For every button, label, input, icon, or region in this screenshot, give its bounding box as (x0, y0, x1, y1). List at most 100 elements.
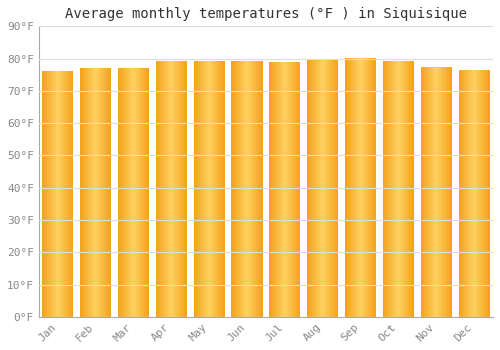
Bar (296, 62, 298, 317)
Bar (335, 58, 336, 317)
Bar (53, 70, 54, 317)
Bar (353, 58, 354, 317)
Bar (389, 62, 390, 317)
Bar (330, 58, 332, 317)
Bar (346, 58, 348, 317)
Bar (448, 67, 450, 317)
Bar (322, 58, 324, 317)
Bar (412, 62, 414, 317)
Bar (236, 61, 238, 317)
Bar (206, 61, 208, 317)
Bar (365, 58, 367, 317)
Bar (410, 62, 411, 317)
Bar (421, 67, 422, 317)
Bar (143, 68, 144, 317)
Bar (345, 58, 346, 317)
Bar (202, 61, 203, 317)
Bar (208, 61, 209, 317)
Bar (384, 62, 386, 317)
Bar (404, 62, 406, 317)
Bar (479, 70, 480, 317)
Bar (354, 58, 356, 317)
Bar (127, 68, 129, 317)
Bar (132, 68, 134, 317)
Bar (121, 68, 122, 317)
Bar (424, 67, 426, 317)
Bar (436, 67, 438, 317)
Bar (464, 70, 465, 317)
Bar (397, 62, 398, 317)
Bar (278, 62, 280, 317)
Bar (370, 58, 372, 317)
Bar (238, 61, 239, 317)
Bar (299, 62, 300, 317)
Bar (220, 61, 222, 317)
Bar (82, 68, 83, 317)
Bar (474, 70, 476, 317)
Bar (195, 61, 196, 317)
Bar (141, 68, 143, 317)
Bar (144, 68, 146, 317)
Bar (182, 61, 184, 317)
Bar (374, 58, 376, 317)
Bar (318, 58, 320, 317)
Bar (441, 67, 442, 317)
Bar (408, 62, 410, 317)
Bar (294, 62, 296, 317)
Bar (135, 68, 136, 317)
Bar (122, 68, 124, 317)
Bar (290, 62, 291, 317)
Bar (212, 61, 214, 317)
Bar (130, 68, 132, 317)
Bar (106, 68, 108, 317)
Bar (176, 61, 178, 317)
Bar (392, 62, 394, 317)
Bar (260, 61, 261, 317)
Bar (329, 58, 330, 317)
Bar (108, 68, 110, 317)
Bar (484, 70, 485, 317)
Bar (465, 70, 466, 317)
Bar (488, 70, 490, 317)
Bar (218, 61, 220, 317)
Bar (402, 62, 403, 317)
Bar (168, 61, 170, 317)
Bar (90, 68, 91, 317)
Bar (234, 61, 236, 317)
Bar (194, 61, 195, 317)
Bar (446, 67, 447, 317)
Bar (61, 70, 62, 317)
Bar (84, 68, 86, 317)
Bar (486, 70, 488, 317)
Bar (136, 68, 138, 317)
Bar (386, 62, 388, 317)
Bar (156, 61, 158, 317)
Bar (312, 58, 314, 317)
Bar (46, 70, 47, 317)
Bar (426, 67, 427, 317)
Bar (442, 67, 444, 317)
Bar (258, 61, 260, 317)
Bar (255, 61, 256, 317)
Bar (56, 70, 58, 317)
Bar (209, 61, 210, 317)
Bar (310, 58, 312, 317)
Bar (485, 70, 486, 317)
Bar (471, 70, 472, 317)
Bar (67, 70, 68, 317)
Bar (222, 61, 223, 317)
Bar (196, 61, 198, 317)
Bar (178, 61, 179, 317)
Bar (162, 61, 164, 317)
Bar (403, 62, 404, 317)
Bar (186, 61, 187, 317)
Bar (428, 67, 430, 317)
Bar (400, 62, 402, 317)
Bar (328, 58, 329, 317)
Bar (334, 58, 335, 317)
Bar (388, 62, 389, 317)
Bar (284, 62, 285, 317)
Bar (217, 61, 218, 317)
Bar (48, 70, 50, 317)
Bar (72, 70, 74, 317)
